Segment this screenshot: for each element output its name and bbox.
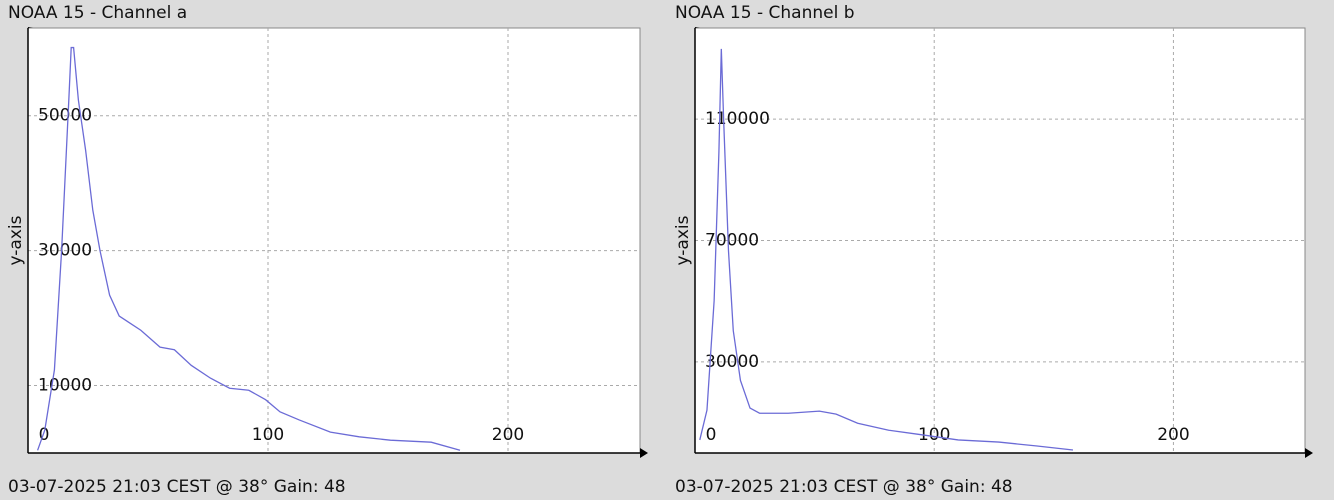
y-axis-arrow — [28, 27, 33, 28]
y-tick-label: 30000 — [705, 352, 759, 372]
y-tick-label: 110000 — [705, 109, 770, 129]
y-tick-label: 70000 — [705, 231, 759, 251]
x-tick-label: 0 — [39, 425, 50, 445]
x-axis-arrow — [1305, 448, 1313, 458]
x-tick-label: 200 — [1157, 425, 1189, 445]
data-line — [36, 46, 461, 451]
y-tick-label: 10000 — [38, 376, 92, 396]
chart-title: NOAA 15 - Channel b — [675, 3, 855, 23]
x-tick-label: 100 — [252, 425, 284, 445]
x-tick-label: 100 — [918, 425, 950, 445]
caption: 03-07-2025 21:03 CEST @ 38° Gain: 48 — [8, 477, 346, 497]
caption: 03-07-2025 21:03 CEST @ 38° Gain: 48 — [675, 477, 1013, 497]
y-tick-label: 50000 — [38, 106, 92, 126]
x-tick-label: 0 — [706, 425, 717, 445]
x-tick-label: 200 — [492, 425, 524, 445]
x-axis-arrow — [640, 448, 648, 458]
chart-title: NOAA 15 - Channel a — [8, 3, 187, 23]
plot-area — [694, 27, 1306, 454]
data-line — [699, 48, 1074, 451]
y-axis-label: y-axis — [6, 215, 26, 265]
y-axis-label: y-axis — [673, 215, 693, 265]
plot-area — [27, 27, 641, 454]
y-axis-arrow — [695, 27, 700, 28]
y-tick-label: 30000 — [38, 241, 92, 261]
